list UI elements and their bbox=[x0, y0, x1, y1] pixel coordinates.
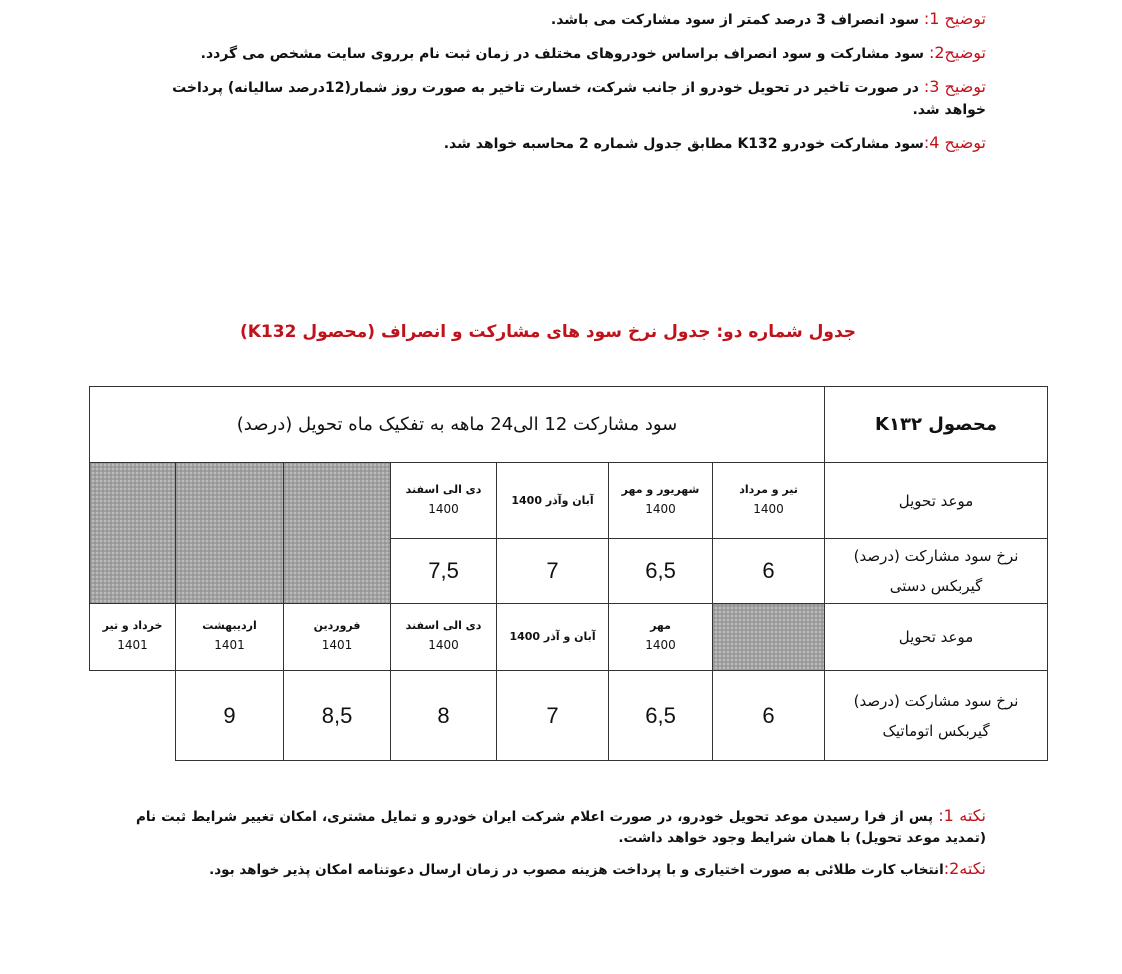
period-cell: شهریور و مهر 1400 bbox=[608, 462, 714, 539]
row-label: نرخ سود مشارکت (درصد) گیربکس دستی bbox=[824, 538, 1049, 604]
header-span-cell: سود مشارکت 12 الی24 ماهه به تفکیک ماه تح… bbox=[88, 386, 826, 463]
hatched-empty-cell bbox=[88, 462, 177, 604]
period-cell: آبان و آذر 1400 bbox=[496, 603, 610, 671]
period-cell: دی الی اسفند 1400 bbox=[390, 462, 498, 539]
table-row: موعد تحویل مهر 1400 آبان و آذر 1400 دی ال… bbox=[88, 603, 1049, 671]
period-cell: تیر و مرداد 1400 bbox=[712, 462, 826, 539]
row-label: موعد تحویل bbox=[824, 603, 1049, 671]
table-header-row: محصول K۱۳۲ سود مشارکت 12 الی24 ماهه به ت… bbox=[88, 386, 1049, 463]
period-cell: فروردین 1401 bbox=[283, 603, 392, 671]
rate-cell: 8 bbox=[390, 670, 498, 761]
product-cell: محصول K۱۳۲ bbox=[824, 386, 1049, 463]
hatched-empty-cell bbox=[175, 462, 285, 604]
period-cell: آبان وآذر 1400 bbox=[496, 462, 610, 539]
rate-cell: 6 bbox=[712, 670, 826, 761]
period-cell: اردیبهشت 1401 bbox=[175, 603, 285, 671]
rate-cell: 6,5 bbox=[608, 670, 714, 761]
table-row: نرخ سود مشارکت (درصد) گیربکس دستی 6 6,5 7… bbox=[90, 538, 1049, 604]
hatched-empty-cell bbox=[283, 462, 392, 604]
period-cell: مهر 1400 bbox=[608, 603, 714, 671]
explanation-2: توضیح2: سود مشارکت و سود انصراف براساس خ… bbox=[200, 43, 986, 62]
rate-cell: 6,5 bbox=[608, 538, 714, 604]
footnote-2: نکته2:انتخاب کارت طلائی به صورت اختیاری … bbox=[209, 859, 986, 878]
explanation-4: توضیح 4:سود مشارکت خودرو K132 مطابق جدول… bbox=[443, 133, 986, 152]
rate-cell: 7 bbox=[496, 670, 610, 761]
rate-cell: 7,5 bbox=[390, 538, 498, 604]
explanation-1: توضیح 1: سود انصراف 3 درصد کمتر از سود م… bbox=[550, 9, 986, 28]
row-label: نرخ سود مشارکت (درصد) گیربکس اتوماتیک bbox=[824, 670, 1049, 761]
footnotes: نکته 1: پس از فرا رسیدن موعد تحویل خودرو… bbox=[136, 805, 986, 890]
footnote-1: نکته 1: پس از فرا رسیدن موعد تحویل خودرو… bbox=[136, 806, 987, 846]
table-title: جدول شماره دو: جدول نرخ سود های مشارکت و… bbox=[239, 322, 857, 342]
explanations: توضیح 1: سود انصراف 3 درصد کمتر از سود م… bbox=[146, 8, 986, 166]
table-row: موعد تحویل تیر و مرداد 1400 شهریور و مهر 1… bbox=[88, 462, 1049, 604]
explanation-3: توضیح 3: در صورت تاخیر در تحویل خودرو از… bbox=[172, 77, 986, 118]
period-cell: خرداد و تیر 1401 bbox=[88, 603, 177, 671]
hatched-empty-cell bbox=[712, 603, 826, 671]
rate-cell: 9 bbox=[175, 670, 285, 761]
rate-cell: 6 bbox=[712, 538, 826, 604]
period-cell: دی الی اسفند 1400 bbox=[390, 603, 498, 671]
rate-cell: 7 bbox=[496, 538, 610, 604]
rate-cell: 8,5 bbox=[283, 670, 392, 761]
row-label: موعد تحویل bbox=[824, 462, 1049, 539]
rates-table: محصول K۱۳۲ سود مشارکت 12 الی24 ماهه به ت… bbox=[88, 386, 1049, 761]
table-row: نرخ سود مشارکت (درصد) گیربکس اتوماتیک 6 6… bbox=[90, 670, 1049, 761]
